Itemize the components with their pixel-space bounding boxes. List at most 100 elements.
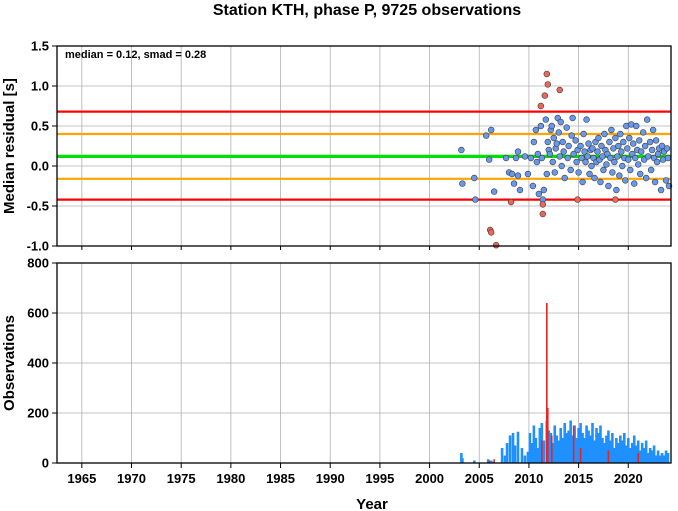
inlier-observation-bar xyxy=(623,433,626,463)
inlier-data-point xyxy=(625,156,632,163)
inlier-data-point xyxy=(508,170,516,178)
y-tick-label: 800 xyxy=(27,256,49,271)
outlier-observation-bar xyxy=(541,440,543,463)
residual-plot-frame xyxy=(56,45,672,247)
x-tick-label: 2000 xyxy=(415,471,444,486)
inlier-data-point xyxy=(524,170,532,178)
inlier-data-point xyxy=(626,134,633,142)
inlier-data-point xyxy=(575,169,582,176)
inlier-observation-bar xyxy=(559,428,563,463)
inlier-data-point xyxy=(608,126,615,134)
inlier-data-point xyxy=(516,186,524,194)
inlier-observation-bar xyxy=(644,440,648,463)
inlier-data-point xyxy=(544,138,552,146)
inlier-data-point xyxy=(644,153,652,160)
inlier-data-point xyxy=(611,158,618,166)
inlier-observation-bar xyxy=(472,460,476,463)
inlier-observation-bar xyxy=(632,435,636,463)
inlier-data-point xyxy=(472,196,479,203)
inlier-data-point xyxy=(532,126,540,134)
inlier-observation-bar xyxy=(579,423,582,463)
inlier-data-point xyxy=(646,138,654,146)
inlier-data-point xyxy=(632,154,639,162)
inlier-data-point xyxy=(540,186,548,194)
inlier-data-point xyxy=(572,137,579,144)
inlier-data-point xyxy=(485,156,493,163)
inlier-observation-bar xyxy=(599,425,602,463)
inlier-observation-bar xyxy=(513,445,517,463)
inlier-observation-bar xyxy=(615,438,618,463)
outlier-observation-bar xyxy=(637,453,640,463)
inlier-data-point xyxy=(512,154,520,162)
inlier-observation-bar xyxy=(621,440,624,463)
inlier-data-point xyxy=(648,146,656,154)
inlier-observation-bar xyxy=(617,443,620,463)
inlier-observation-bar xyxy=(505,443,509,463)
inlier-data-point xyxy=(542,116,550,123)
inlier-data-point xyxy=(595,134,602,142)
inlier-observation-bar xyxy=(648,448,652,463)
inlier-data-point xyxy=(662,177,670,184)
inlier-observation-bar xyxy=(511,433,515,463)
inlier-data-point xyxy=(483,132,490,139)
inlier-observation-bar xyxy=(636,440,640,463)
inlier-data-point xyxy=(514,172,522,179)
inlier-observation-bar xyxy=(634,445,638,463)
inlier-data-point xyxy=(657,186,665,194)
inlier-data-point xyxy=(556,153,563,160)
inlier-observation-bar xyxy=(563,423,566,463)
inlier-data-point xyxy=(605,182,612,190)
x-tick-label: 1980 xyxy=(216,471,245,486)
outlier-data-point xyxy=(544,81,552,88)
inlier-data-point xyxy=(591,174,598,182)
outlier-observation-bar xyxy=(572,425,575,463)
inlier-data-point xyxy=(663,145,671,152)
inlier-data-point xyxy=(633,122,640,130)
inlier-data-point xyxy=(584,153,591,160)
inlier-data-point xyxy=(550,134,557,142)
y-tick-label: 600 xyxy=(27,306,49,321)
inlier-observation-bar xyxy=(557,440,561,463)
inlier-observation-bar xyxy=(555,435,559,463)
inlier-observation-bar xyxy=(589,435,592,463)
inlier-observation-bar xyxy=(660,453,664,463)
inlier-observation-bar xyxy=(571,435,574,463)
outlier-observation-bar xyxy=(607,450,610,463)
x-tick-label: 1970 xyxy=(117,471,146,486)
inlier-observation-bar xyxy=(528,433,532,463)
inlier-data-point xyxy=(561,174,568,182)
inlier-data-point xyxy=(581,148,588,155)
inlier-data-point xyxy=(630,140,637,147)
inlier-data-point xyxy=(597,178,604,186)
inlier-observation-bar xyxy=(577,428,580,463)
inlier-data-point xyxy=(614,153,621,160)
y-axis-label: Observations xyxy=(1,315,18,411)
outlier-observation-bar xyxy=(546,303,548,463)
inlier-data-point xyxy=(559,138,566,146)
inlier-data-point xyxy=(459,180,466,187)
inlier-observation-bar xyxy=(607,430,610,463)
inlier-observation-bar xyxy=(500,448,504,463)
inlier-data-point xyxy=(560,148,567,155)
inlier-observation-bar xyxy=(532,425,536,463)
y-tick-label: 1.0 xyxy=(31,79,49,94)
inlier-data-point xyxy=(568,132,575,139)
inlier-data-point xyxy=(639,129,647,136)
inlier-observation-bar xyxy=(656,450,660,463)
outlier-observation-bar xyxy=(488,460,490,463)
inlier-observation-bar xyxy=(573,425,576,463)
outlier-data-point xyxy=(507,198,515,206)
inlier-observation-bar xyxy=(619,435,622,463)
inlier-data-point xyxy=(624,145,631,152)
inlier-data-point xyxy=(606,138,613,146)
inlier-observation-bar xyxy=(624,445,628,463)
inlier-observation-bar xyxy=(575,438,578,463)
inlier-observation-bar xyxy=(549,433,553,463)
inlier-observation-bar xyxy=(591,423,594,463)
inlier-observation-bar xyxy=(626,438,630,463)
y-tick-label: 400 xyxy=(27,356,49,371)
inlier-data-point xyxy=(510,180,518,187)
residual-panel: 1.5 1.0 0.5 0.0 -0.5 -1.0 median = 0.12, smad … xyxy=(1,39,673,254)
y-tick-label: 200 xyxy=(27,406,49,421)
